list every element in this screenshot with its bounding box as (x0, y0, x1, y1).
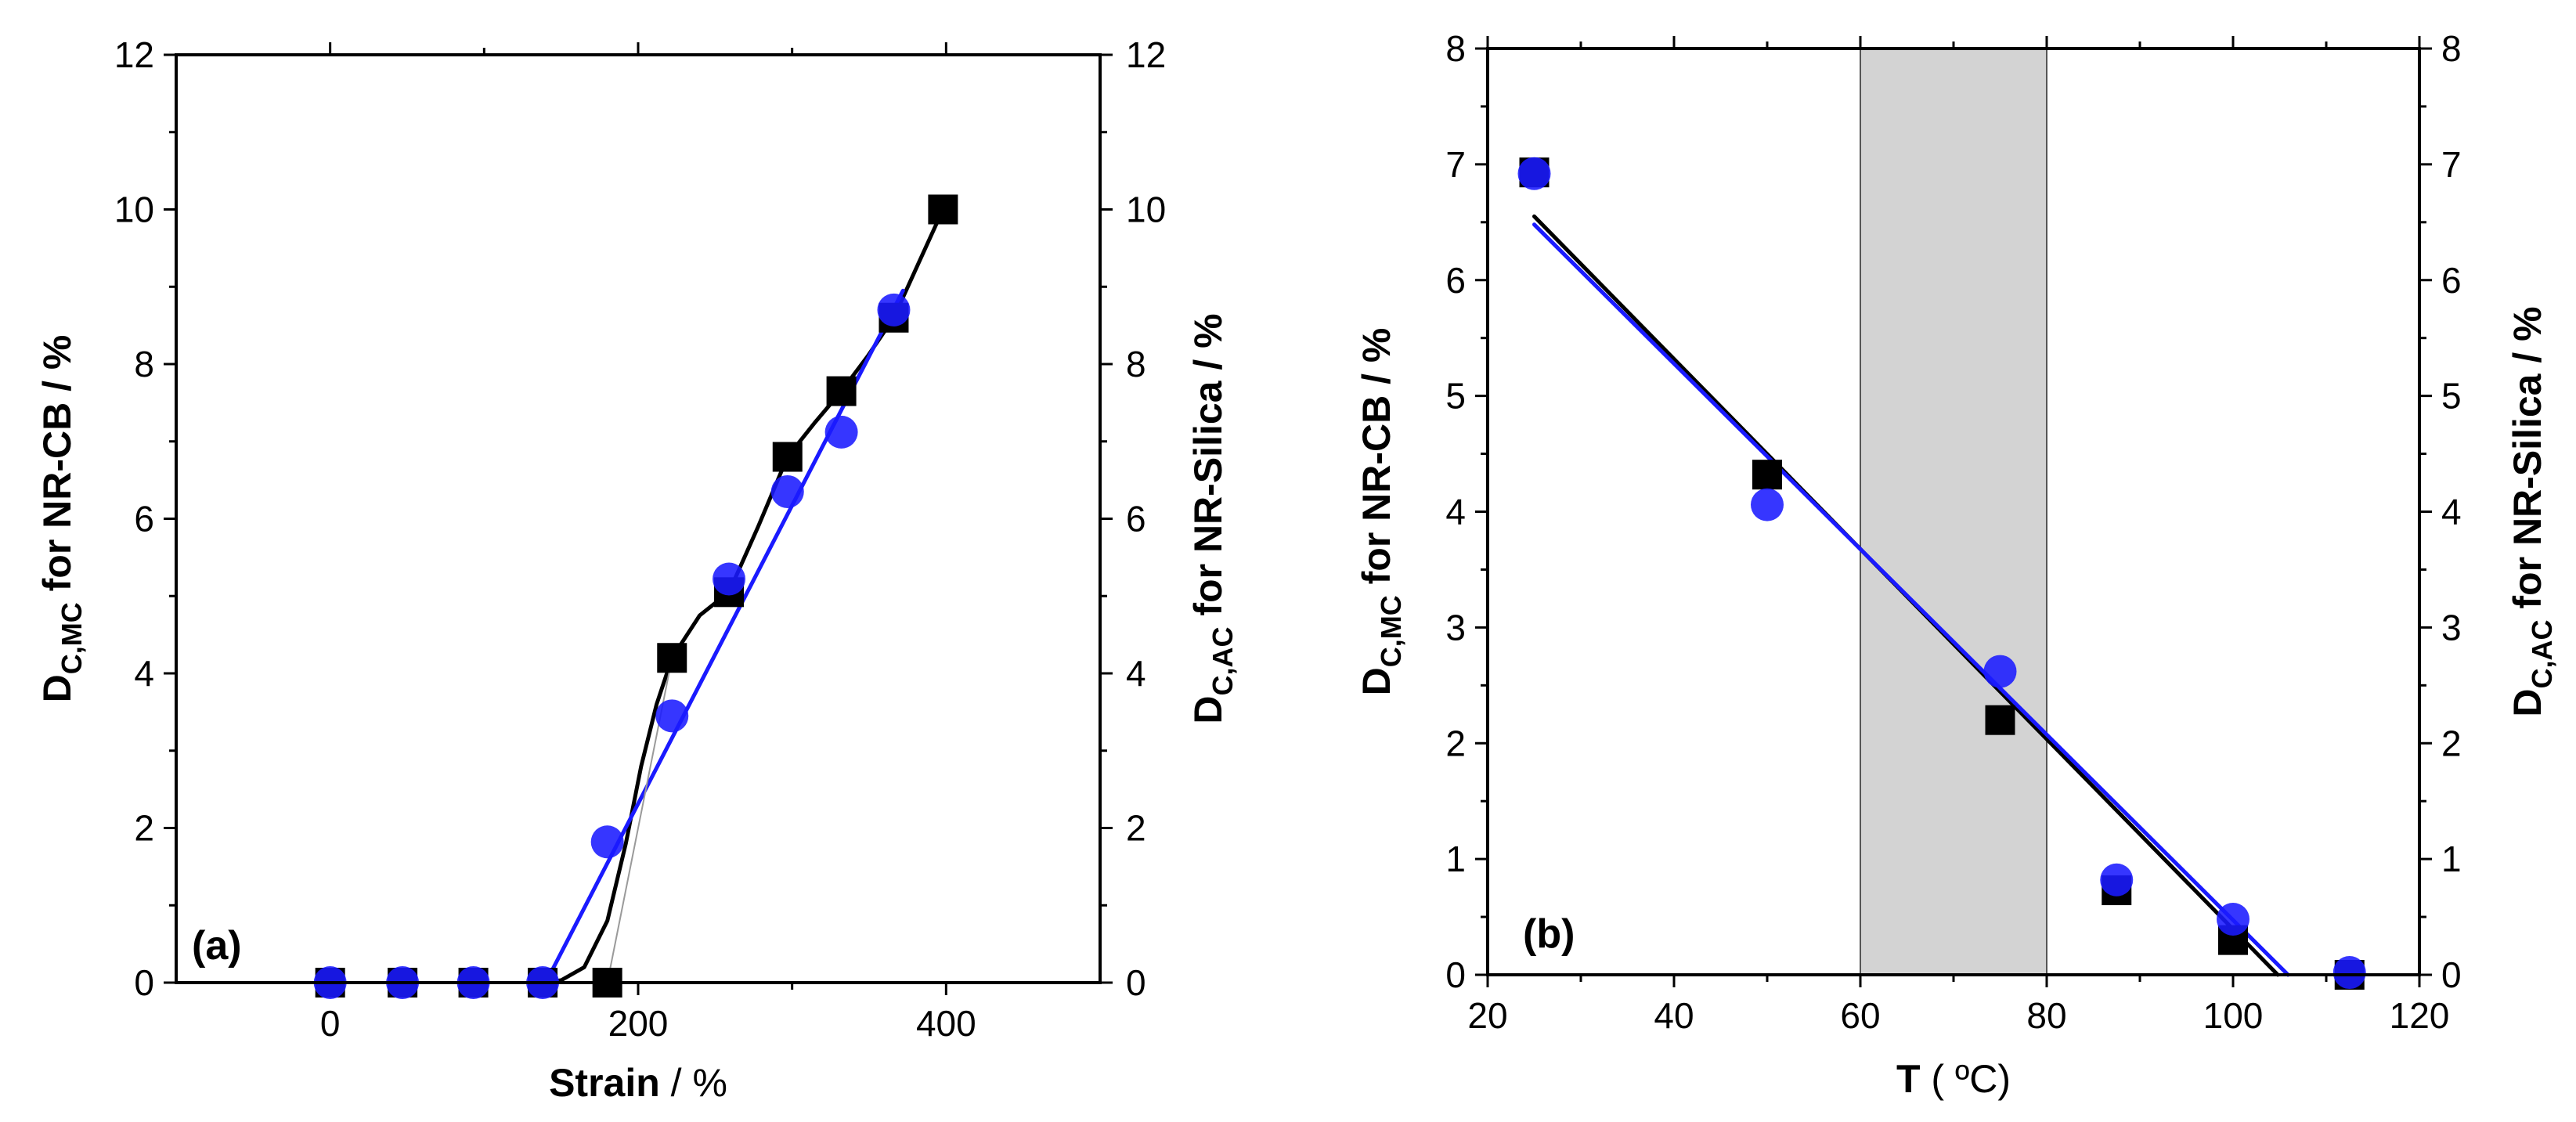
y-tick-label-right: 6 (2441, 260, 2462, 301)
y-axis-title-right-main: D (1186, 695, 1230, 723)
y-axis-title-right-main: D (2506, 688, 2549, 716)
y-tick-label-right: 0 (2441, 954, 2462, 995)
y-axis-title-right-subscript: C,AC (1207, 626, 1239, 695)
y-axis-title-left-subscript: C,MC (56, 602, 88, 674)
y-tick-label-right: 5 (2441, 376, 2462, 417)
y-tick-label-right: 8 (1126, 344, 1146, 384)
y-axis-title-right: DC,AC for NR-Silica / % (1186, 313, 1239, 723)
x-tick-label: 80 (2026, 995, 2066, 1036)
panel-label: (b) (1523, 911, 1575, 957)
y-tick-label-right: 0 (1126, 962, 1146, 1003)
y-axis-title-right-rest: for NR-Silica / % (2506, 306, 2549, 619)
data-point-square (772, 442, 803, 472)
x-axis-title-unit: / % (660, 1061, 727, 1105)
x-axis-title-main: T (1896, 1057, 1921, 1101)
y-tick-label-left: 2 (134, 808, 154, 849)
data-point-circle (877, 293, 911, 326)
y-axis-title-left-rest: for NR-CB / % (1355, 328, 1398, 596)
y-axis-title-left-rest: for NR-CB / % (35, 335, 79, 603)
data-point-circle (770, 474, 804, 508)
y-tick-label-left: 10 (114, 189, 154, 230)
x-tick-label: 0 (320, 1003, 341, 1044)
y-tick-label-right: 8 (2441, 28, 2462, 69)
shaded-region (1860, 48, 2047, 976)
y-tick-label-left: 6 (134, 499, 154, 539)
y-axis-title-right-rest: for NR-Silica / % (1186, 313, 1230, 626)
y-tick-label-right: 3 (2441, 607, 2462, 648)
y-tick-label-right: 6 (1126, 499, 1146, 539)
data-point-square (826, 376, 857, 406)
data-point-circle (824, 415, 858, 449)
data-point-square (657, 643, 687, 673)
y-axis-title-right: DC,AC for NR-Silica / % (2506, 306, 2558, 716)
x-tick-label: 20 (1467, 995, 1507, 1036)
x-axis-title: T ( ºC) (1896, 1057, 2011, 1101)
data-point-circle (655, 699, 689, 733)
y-tick-label-right: 7 (2441, 144, 2462, 185)
x-tick-label: 200 (608, 1003, 669, 1044)
y-tick-label-left: 4 (134, 653, 154, 694)
y-tick-label-left: 5 (1445, 376, 1466, 417)
y-axis-title-left: DC,MC for NR-CB / % (35, 335, 88, 703)
y-tick-label-right: 2 (2441, 723, 2462, 763)
y-tick-label-right: 4 (2441, 492, 2462, 532)
y-tick-label-left: 2 (1445, 723, 1466, 763)
data-point-circle (1983, 655, 2017, 688)
y-tick-label-left: 3 (1445, 607, 1466, 648)
y-axis-title-left: DC,MC for NR-CB / % (1355, 328, 1407, 696)
x-axis-title: Strain / % (549, 1061, 727, 1105)
y-tick-label-left: 7 (1445, 144, 1466, 185)
plot-frame (1486, 47, 2421, 976)
x-axis-title-main: Strain (549, 1061, 660, 1105)
data-point-circle (713, 562, 746, 596)
fit-line (1532, 222, 2290, 977)
x-axis-title-unit: ( ºC) (1921, 1057, 2011, 1101)
x-tick-label: 100 (2203, 995, 2264, 1036)
data-point-circle (1517, 157, 1551, 190)
y-tick-label-right: 10 (1126, 189, 1166, 230)
data-point-circle (1751, 488, 1784, 521)
x-tick-label: 40 (1654, 995, 1694, 1036)
data-point-circle (2217, 903, 2249, 936)
y-tick-label-left: 4 (1445, 492, 1466, 532)
x-tick-label: 400 (916, 1003, 976, 1044)
panel-label: (a) (192, 923, 242, 969)
y-tick-label-left: 0 (134, 962, 154, 1003)
x-tick-label: 120 (2390, 995, 2450, 1036)
y-tick-label-left: 8 (1445, 28, 1466, 69)
y-tick-label-right: 2 (1126, 808, 1146, 849)
data-point-square (1752, 460, 1782, 490)
data-point-circle (590, 825, 624, 859)
y-tick-label-left: 0 (1445, 954, 1466, 995)
y-axis-title-left-main: D (35, 674, 79, 702)
y-tick-label-left: 8 (134, 344, 154, 384)
plot-frame (175, 53, 1102, 984)
y-axis-title-right-subscript: C,AC (2526, 619, 2558, 688)
y-axis-title-left-main: D (1355, 667, 1398, 695)
y-axis-title-left-subscript: C,MC (1375, 595, 1407, 667)
y-tick-label-right: 4 (1126, 653, 1146, 694)
data-point-circle (2100, 863, 2134, 897)
x-tick-label: 60 (1840, 995, 1880, 1036)
y-tick-label-left: 1 (1445, 839, 1466, 879)
data-point-circle (2332, 956, 2366, 990)
y-tick-label-left: 6 (1445, 260, 1466, 301)
y-tick-label-right: 12 (1126, 34, 1166, 75)
y-tick-label-left: 12 (114, 34, 154, 75)
data-point-square (928, 194, 958, 225)
y-tick-label-right: 1 (2441, 839, 2462, 879)
data-point-square (1985, 705, 2015, 735)
